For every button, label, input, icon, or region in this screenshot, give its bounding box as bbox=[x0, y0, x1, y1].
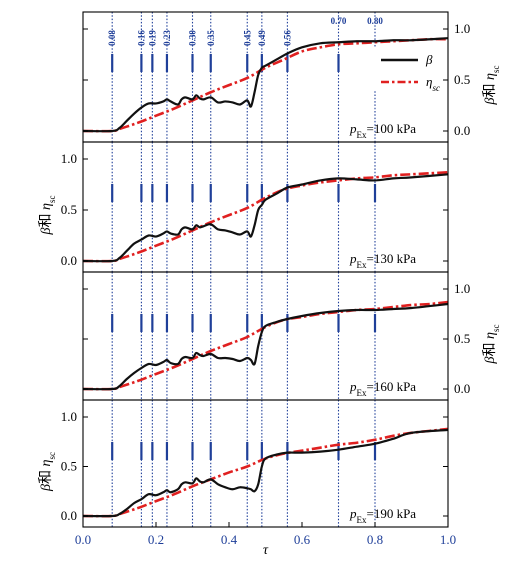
vline-label-9: 0.70 bbox=[331, 16, 347, 26]
ytick-label-3-1: 0.5 bbox=[454, 331, 470, 346]
pressure-label-panel-2-part-2: =130 kPa bbox=[367, 251, 417, 266]
pressure-label-panel-3-part-0: p bbox=[349, 379, 357, 394]
ylabel-panel-4: β和 ηsc bbox=[38, 452, 57, 492]
ylabel-panel-1-part-1: 和 bbox=[482, 83, 498, 97]
vline-label-10: 0.80 bbox=[367, 16, 383, 26]
ylabel-panel-2-part-4: sc bbox=[47, 196, 57, 204]
pressure-label-panel-1-part-1: Ex bbox=[357, 130, 367, 140]
ylabel-panel-2: β和 ηsc bbox=[38, 196, 57, 236]
axes-layer: 0.08 0.16 0.19 0.23 0.30 0.35 0.45 0.49 0.56 0.70… bbox=[75, 11, 456, 558]
ytick-label-2-0: 0.0 bbox=[61, 253, 77, 268]
ylabel-panel-1-part-3: η bbox=[483, 73, 498, 80]
beta-line-panel-3 bbox=[82, 302, 449, 391]
vline-label-3: 0.23 bbox=[162, 30, 172, 46]
ylabel-panel-3-part-3: η bbox=[483, 332, 498, 339]
pressure-label-panel-1-part-2: =100 kPa bbox=[367, 121, 417, 136]
ytick-label-2-1: 0.5 bbox=[61, 202, 77, 217]
xtick-label-3: 0.6 bbox=[294, 532, 311, 547]
eta-line-panel-3 bbox=[82, 300, 449, 391]
ytick-label-4-2: 1.0 bbox=[61, 409, 77, 424]
xtick-label-2: 0.4 bbox=[221, 532, 238, 547]
panel-4: 0.0 0.5 1.0 β和 ηsc pEx=190 kPa bbox=[38, 400, 449, 527]
vline-label-1: 0.16 bbox=[136, 30, 146, 46]
eta-line-panel-2 bbox=[82, 170, 449, 263]
ytick-label-4-0: 0.0 bbox=[61, 508, 77, 523]
legend-eta-label-part-1: sc bbox=[432, 83, 440, 93]
ylabel-panel-1-part-0: β bbox=[483, 97, 498, 105]
xaxis-title: τ bbox=[263, 543, 269, 558]
ylabel-panel-1-part-4: sc bbox=[491, 66, 501, 74]
ylabel-panel-2-part-3: η bbox=[39, 203, 54, 210]
ylabel-panel-4-part-4: sc bbox=[47, 452, 57, 460]
xtick-label-1: 0.2 bbox=[148, 532, 164, 547]
legend-beta-label: β bbox=[425, 52, 433, 67]
ylabel-panel-3-part-1: 和 bbox=[482, 342, 498, 356]
pressure-label-panel-4-part-1: Ex bbox=[357, 515, 367, 525]
ylabel-panel-4-part-3: η bbox=[39, 459, 54, 466]
vline-label-5: 0.35 bbox=[206, 30, 216, 46]
ytick-label-1-2: 1.0 bbox=[454, 21, 470, 36]
pressure-label-panel-1: pEx=100 kPa bbox=[349, 121, 416, 140]
xtick-label-5: 1.0 bbox=[440, 532, 456, 547]
pressure-label-panel-1-part-0: p bbox=[349, 121, 357, 136]
ylabel-panel-4-part-0: β bbox=[39, 484, 54, 492]
ylabel-panel-3-part-4: sc bbox=[491, 325, 501, 333]
ytick-label-4-1: 0.5 bbox=[61, 459, 77, 474]
ylabel-panel-2-part-1: 和 bbox=[38, 213, 54, 227]
ylabel-panel-3-part-0: β bbox=[483, 356, 498, 364]
pressure-label-panel-3-part-2: =160 kPa bbox=[367, 379, 417, 394]
ytick-label-2-2: 1.0 bbox=[61, 151, 77, 166]
vline-label-0: 0.08 bbox=[107, 30, 117, 46]
ytick-label-3-2: 1.0 bbox=[454, 281, 470, 296]
legend-eta-label: ηsc bbox=[426, 74, 440, 93]
pressure-label-panel-4-part-2: =190 kPa bbox=[367, 506, 417, 521]
pressure-label-panel-2-part-0: p bbox=[349, 251, 357, 266]
ytick-label-3-0: 0.0 bbox=[454, 381, 470, 396]
xtick-label-4: 0.8 bbox=[367, 532, 383, 547]
panel-frame-4 bbox=[82, 399, 449, 528]
panel-2: 0.0 0.5 1.0 β和 ηsc pEx=130 kPa bbox=[38, 142, 449, 272]
ylabel-panel-2-part-0: β bbox=[39, 227, 54, 235]
ylabel-panel-4-part-1: 和 bbox=[38, 470, 54, 484]
vline-label-6: 0.45 bbox=[242, 30, 252, 46]
vline-label-4: 0.30 bbox=[188, 30, 198, 46]
vline-label-2: 0.19 bbox=[147, 30, 157, 46]
panel-3: 0.0 0.5 1.0 β和 ηsc pEx=160 kPa bbox=[82, 272, 501, 400]
beta-line-panel-1 bbox=[82, 37, 449, 133]
vline-label-8: 0.56 bbox=[282, 30, 292, 46]
ytick-label-1-0: 0.0 bbox=[454, 123, 470, 138]
ylabel-panel-1: β和 ηsc bbox=[482, 66, 501, 106]
ylabel-panel-3: β和 ηsc bbox=[482, 325, 501, 365]
pressure-label-panel-4: pEx=190 kPa bbox=[349, 506, 416, 525]
pressure-label-panel-4-part-0: p bbox=[349, 506, 357, 521]
legend-box bbox=[372, 47, 442, 91]
legend-eta-label-part-0: η bbox=[426, 74, 432, 89]
pressure-label-panel-2-part-1: Ex bbox=[357, 260, 367, 270]
xtick-label-0: 0.0 bbox=[75, 532, 91, 547]
pressure-label-panel-3-part-1: Ex bbox=[357, 388, 367, 398]
ytick-label-1-1: 0.5 bbox=[454, 72, 470, 87]
pressure-label-panel-3: pEx=160 kPa bbox=[349, 379, 416, 398]
beta-line-panel-2 bbox=[82, 173, 449, 263]
vline-label-7: 0.49 bbox=[257, 30, 267, 46]
eta-line-panel-4 bbox=[82, 427, 449, 518]
pressure-label-panel-2: pEx=130 kPa bbox=[349, 251, 416, 270]
beta-line-panel-4 bbox=[82, 428, 449, 518]
